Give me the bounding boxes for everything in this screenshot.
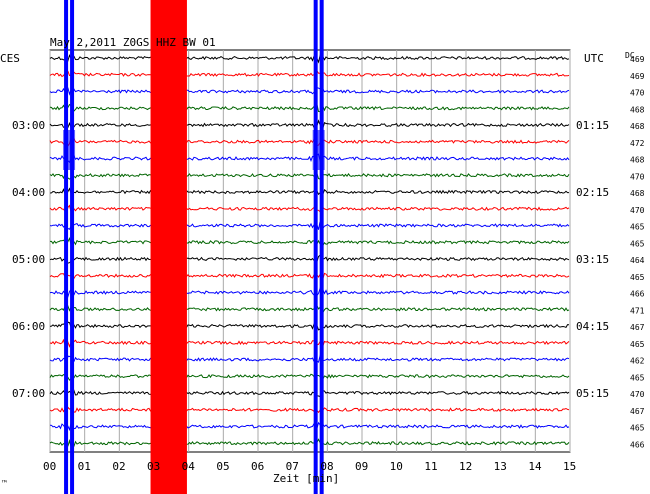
left-timezone-label: CES	[0, 52, 20, 65]
x-axis-label: Zeit [min]	[273, 472, 339, 485]
x-tick-label: 11	[424, 460, 437, 473]
trace-line	[49, 321, 570, 331]
trace-line	[49, 389, 570, 398]
trace-line	[49, 119, 570, 129]
x-tick-label: 09	[355, 460, 368, 473]
x-tick-label: 14	[528, 460, 542, 473]
trace-line	[49, 172, 570, 180]
x-tick-label: 00	[43, 460, 56, 473]
x-tick-label: 03	[147, 460, 160, 473]
x-tick-label: 02	[112, 460, 125, 473]
trace-line	[49, 254, 570, 264]
dc-value: 470	[630, 89, 645, 98]
trace-line	[49, 406, 570, 415]
left-hour-labels: 03:00 04:00 05:00 06:00 07:00	[12, 119, 45, 400]
trace-line	[49, 136, 570, 147]
trace-line	[49, 221, 570, 230]
chart-grid	[49, 49, 571, 453]
x-tick-label: 10	[390, 460, 403, 473]
dc-value: 468	[630, 122, 645, 131]
trace-line	[49, 103, 570, 113]
dc-value: 471	[630, 306, 645, 315]
x-axis-ticks: 00 01 02 03 04 05 06 07 08 09 10 11 12 13 14 15	[43, 460, 576, 473]
x-tick-label: 07	[286, 460, 299, 473]
dc-value: 470	[630, 172, 645, 181]
dc-value: 469	[630, 55, 645, 64]
trace-line	[49, 54, 570, 64]
trace-line	[49, 354, 570, 365]
dc-column-header: DC	[625, 51, 635, 60]
dc-value: 472	[630, 139, 645, 148]
dc-value: 465	[630, 273, 645, 282]
dc-value: 466	[630, 290, 645, 299]
dc-value: 465	[630, 424, 645, 433]
trace-line	[49, 153, 570, 164]
dc-value: 465	[630, 373, 645, 382]
chart-title: May 2,2011 Z0GS HHZ BW 01	[50, 36, 216, 49]
left-hour-label: 07:00	[12, 387, 45, 400]
trace-line	[49, 186, 569, 197]
dc-value: 468	[630, 156, 645, 165]
right-hour-label: 03:15	[576, 253, 609, 266]
x-tick-label: 04	[182, 460, 196, 473]
dc-value: 465	[630, 223, 645, 232]
dc-value: 465	[630, 239, 645, 248]
left-hour-label: 03:00	[12, 119, 45, 132]
x-tick-label: 05	[216, 460, 229, 473]
x-tick-label: 01	[78, 460, 91, 473]
seismogram-traces	[49, 54, 570, 449]
right-timezone-label: UTC	[584, 52, 604, 65]
trace-line	[50, 236, 570, 246]
dc-value: 469	[630, 72, 645, 81]
dc-value: 467	[630, 323, 645, 332]
x-tick-label: 12	[459, 460, 472, 473]
trace-line	[49, 286, 570, 298]
left-hour-label: 04:00	[12, 186, 45, 199]
trace-line	[49, 438, 570, 449]
event-burst	[312, 130, 325, 170]
dc-value: 470	[630, 206, 645, 215]
right-hour-label: 01:15	[576, 119, 609, 132]
right-hour-label: 05:15	[576, 387, 609, 400]
dc-value: 466	[630, 440, 645, 449]
dc-value: 462	[630, 357, 645, 366]
dc-value: 470	[630, 390, 645, 399]
trace-line	[49, 87, 570, 96]
event-burst	[63, 130, 76, 170]
x-tick-label: 08	[320, 460, 333, 473]
trace-line	[49, 270, 570, 280]
right-hour-label: 02:15	[576, 186, 609, 199]
plot-frame	[49, 49, 571, 453]
left-hour-label: 06:00	[12, 320, 45, 333]
dc-value: 468	[630, 189, 645, 198]
trace-line	[49, 204, 570, 214]
trace-line	[49, 69, 570, 79]
trace-line	[49, 337, 570, 348]
dc-value: 464	[630, 256, 645, 265]
left-hour-label: 05:00	[12, 253, 45, 266]
dc-value: 468	[630, 105, 645, 114]
right-hour-label: 04:15	[576, 320, 609, 333]
trace-line	[49, 421, 570, 432]
trace-line	[49, 373, 570, 381]
right-hour-labels: 01:15 02:15 03:15 04:15 05:15	[576, 119, 609, 400]
x-tick-label: 06	[251, 460, 264, 473]
x-tick-label: 15	[563, 460, 576, 473]
event-overlays	[63, 0, 325, 494]
dc-value: 467	[630, 407, 645, 416]
trace-line	[49, 304, 570, 314]
dc-values: 469 469 470 468 468 472 468 470 468 470 465 465 464 4…	[630, 55, 645, 449]
x-tick-label: 13	[494, 460, 507, 473]
red-event-band	[150, 0, 187, 494]
dc-value: 465	[630, 340, 645, 349]
corner-mark: ™	[1, 479, 7, 488]
